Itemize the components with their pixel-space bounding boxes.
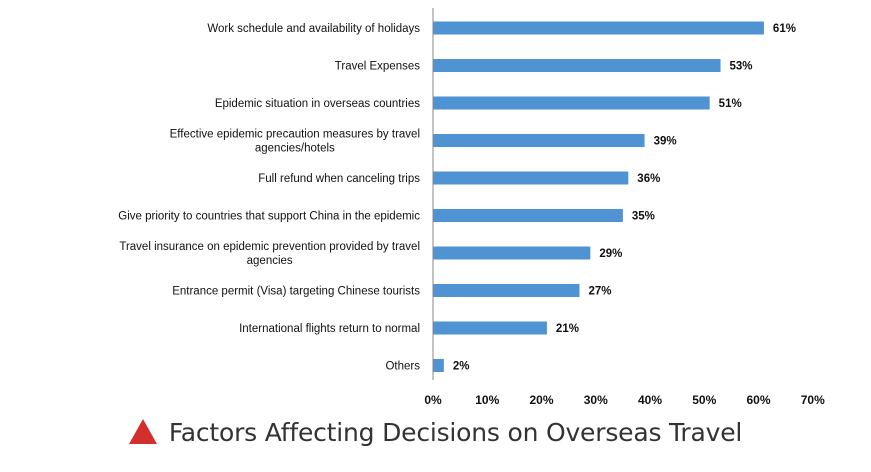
- bar: [433, 96, 710, 110]
- x-tick-label: 0%: [424, 393, 442, 407]
- category-label-line: Work schedule and availability of holida…: [207, 23, 420, 35]
- category-label: Others: [385, 361, 420, 373]
- bar: [433, 321, 547, 335]
- bar-chart: Work schedule and availability of holida…: [118, 8, 825, 407]
- category-label-line: agencies: [247, 255, 293, 267]
- category-label: Entrance permit (Visa) targeting Chinese…: [172, 286, 420, 298]
- caption-text: Factors Affecting Decisions on Overseas …: [168, 418, 743, 447]
- bar: [433, 171, 629, 185]
- data-label: 2%: [453, 361, 470, 373]
- category-label: Give priority to countries that support …: [118, 211, 420, 223]
- data-label: 36%: [637, 173, 660, 185]
- category-label-line: Entrance permit (Visa) targeting Chinese…: [172, 286, 420, 298]
- chart-caption: Factors Affecting Decisions on Overseas …: [0, 418, 871, 447]
- bar: [433, 59, 721, 72]
- bar: [433, 21, 764, 35]
- red-triangle-icon: [128, 419, 157, 444]
- x-tick-label: 40%: [638, 393, 662, 407]
- category-label-line: agencies/hotels: [255, 143, 335, 155]
- x-tick-label: 20%: [529, 393, 553, 407]
- category-label-line: Give priority to countries that support …: [118, 211, 420, 223]
- category-label-line: Travel Expenses: [335, 61, 420, 73]
- category-labels: Work schedule and availability of holida…: [118, 23, 420, 373]
- data-label: 61%: [773, 23, 796, 35]
- data-label: 39%: [654, 136, 677, 148]
- value-labels: 61% 53% 51% 39% 36% 35% 29% 27% 21% 2%: [453, 23, 796, 373]
- x-tick-label: 50%: [692, 393, 716, 407]
- data-label: 29%: [599, 248, 622, 260]
- data-label: 21%: [556, 323, 579, 335]
- bar: [433, 284, 580, 297]
- data-label: 27%: [588, 286, 611, 298]
- category-label-line: Epidemic situation in overseas countries: [215, 98, 420, 110]
- data-label: 53%: [730, 61, 753, 73]
- category-label-line: Travel insurance on epidemic prevention …: [119, 241, 420, 253]
- x-tick-label: 10%: [475, 393, 499, 407]
- category-label: Effective epidemic precaution measures b…: [170, 129, 420, 155]
- category-label-line: Effective epidemic precaution measures b…: [170, 129, 420, 141]
- category-label-line: Full refund when canceling trips: [258, 173, 420, 185]
- category-label: Work schedule and availability of holida…: [207, 23, 420, 35]
- bar: [433, 134, 645, 147]
- category-label: Travel insurance on epidemic prevention …: [119, 241, 420, 267]
- bar: [433, 359, 444, 372]
- category-label: Epidemic situation in overseas countries: [215, 98, 420, 110]
- x-tick-label: 60%: [746, 393, 770, 407]
- category-label-line: International flights return to normal: [239, 323, 420, 335]
- x-tick-label: 70%: [801, 393, 825, 407]
- data-label: 51%: [719, 98, 742, 110]
- category-label: Travel Expenses: [335, 61, 420, 73]
- bar: [433, 209, 623, 222]
- bars-layer: [433, 21, 764, 372]
- bar: [433, 246, 591, 260]
- x-axis: 0% 10% 20% 30% 40% 50% 60% 70%: [424, 8, 825, 407]
- category-label: Full refund when canceling trips: [258, 173, 420, 185]
- category-label-line: Others: [385, 361, 420, 373]
- category-label: International flights return to normal: [239, 323, 420, 335]
- data-label: 35%: [632, 211, 655, 223]
- x-tick-label: 30%: [584, 393, 608, 407]
